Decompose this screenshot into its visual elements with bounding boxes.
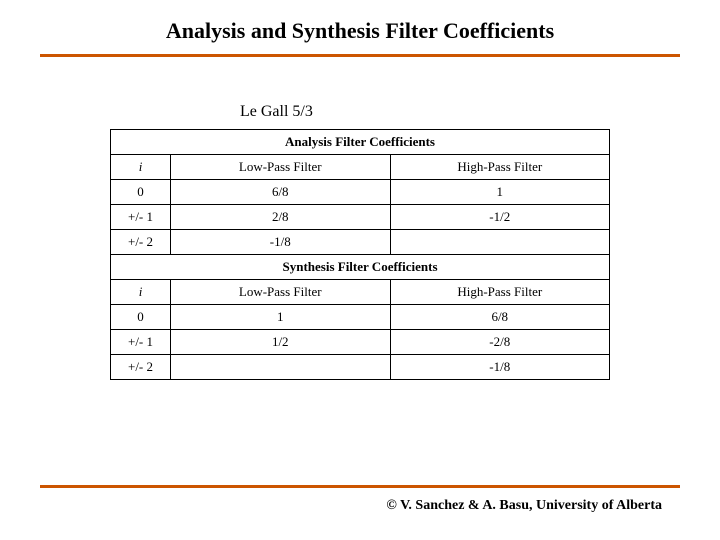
cell-i: +/- 2 (111, 355, 171, 380)
col-header-high: High-Pass Filter (390, 155, 610, 180)
cell-i: +/- 1 (111, 205, 171, 230)
footer-copyright: © V. Sanchez & A. Basu, University of Al… (386, 498, 662, 514)
cell-low: 6/8 (171, 180, 391, 205)
divider-top (40, 54, 680, 57)
cell-low: 1 (171, 305, 391, 330)
synthesis-section-header: Synthesis Filter Coefficients (111, 255, 610, 280)
col-header-i: i (111, 280, 171, 305)
cell-i: 0 (111, 180, 171, 205)
table-row: +/- 2 -1/8 (111, 230, 610, 255)
subtitle: Le Gall 5/3 (240, 103, 680, 121)
cell-i: +/- 2 (111, 230, 171, 255)
col-header-low: Low-Pass Filter (171, 155, 391, 180)
cell-high: 6/8 (390, 305, 610, 330)
table-row: 0 1 6/8 (111, 305, 610, 330)
cell-high (390, 230, 610, 255)
divider-bottom (40, 485, 680, 488)
table-row: +/- 2 -1/8 (111, 355, 610, 380)
cell-i: +/- 1 (111, 330, 171, 355)
table-row: 0 6/8 1 (111, 180, 610, 205)
table-row: +/- 1 1/2 -2/8 (111, 330, 610, 355)
table-row: +/- 1 2/8 -1/2 (111, 205, 610, 230)
synthesis-section-label: Synthesis Filter Coefficients (111, 255, 610, 280)
cell-high: 1 (390, 180, 610, 205)
analysis-column-header-row: i Low-Pass Filter High-Pass Filter (111, 155, 610, 180)
cell-low: 2/8 (171, 205, 391, 230)
col-header-i: i (111, 155, 171, 180)
synthesis-column-header-row: i Low-Pass Filter High-Pass Filter (111, 280, 610, 305)
cell-low: -1/8 (171, 230, 391, 255)
page-title: Analysis and Synthesis Filter Coefficien… (40, 18, 680, 44)
tables-container: Analysis Filter Coefficients i Low-Pass … (110, 129, 610, 380)
analysis-section-label: Analysis Filter Coefficients (111, 130, 610, 155)
col-header-low: Low-Pass Filter (171, 280, 391, 305)
cell-low: 1/2 (171, 330, 391, 355)
col-header-high: High-Pass Filter (390, 280, 610, 305)
coefficients-table: Analysis Filter Coefficients i Low-Pass … (110, 129, 610, 380)
cell-high: -1/2 (390, 205, 610, 230)
analysis-section-header: Analysis Filter Coefficients (111, 130, 610, 155)
cell-i: 0 (111, 305, 171, 330)
cell-low (171, 355, 391, 380)
cell-high: -1/8 (390, 355, 610, 380)
cell-high: -2/8 (390, 330, 610, 355)
